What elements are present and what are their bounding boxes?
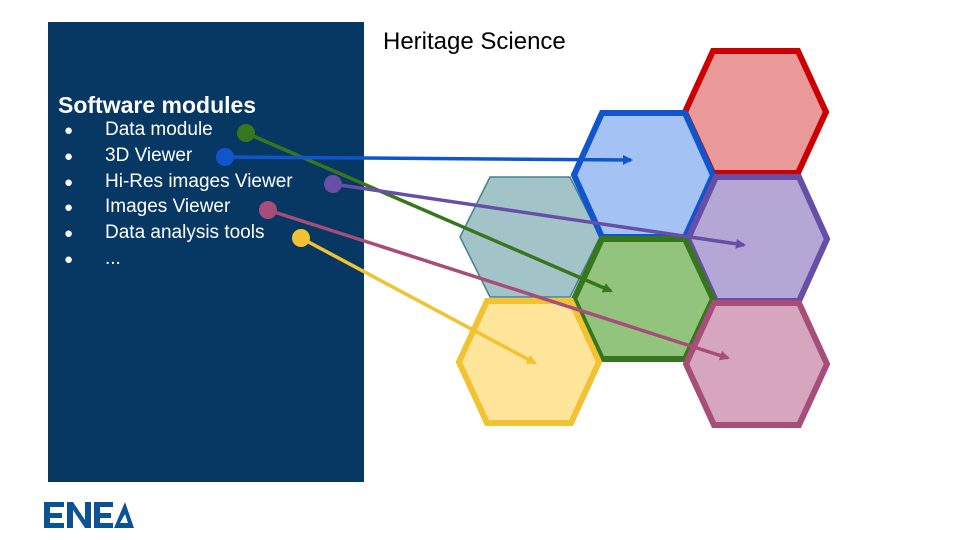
list-item-more: ●... [64,247,121,271]
connector-dot-3d-viewer [216,148,234,166]
connector-dot-data-analysis [292,229,310,247]
enea-logo [44,502,134,528]
connector-hires-viewer [332,182,746,249]
list-item-data-module: ● Data module [64,118,213,142]
list-item-hires-viewer: ● Hi-Res images Viewer [64,170,293,194]
bullet-icon: ● [64,122,74,139]
list-item-label: Images Viewer [105,196,231,217]
hexagon-yellow [455,298,603,426]
list-item-images-viewer: ● Images Viewer [64,195,230,219]
bullet-icon: ● [64,251,74,268]
connector-images-viewer [267,208,730,361]
list-item-label: Data module [105,119,213,140]
list-item-label: ... [105,248,121,269]
panel-heading: Software modules [58,92,257,118]
list-item-label: Hi-Res images Viewer [105,171,293,192]
connector-dot-data-module [237,124,255,142]
connector-dot-images-viewer [259,201,277,219]
connector-data-analysis [300,236,537,365]
bullet-icon: ● [64,225,74,242]
page-title: Heritage Science [383,28,566,55]
bullet-icon: ● [64,174,74,191]
connector-3d-viewer [224,154,633,165]
hexagon-blue [570,110,717,240]
list-item-3d-viewer: ● 3D Viewer [64,144,192,168]
hexagon-pink [682,300,831,428]
hexagon-green [570,236,717,362]
bullet-icon: ● [64,199,74,216]
list-item-label: 3D Viewer [105,145,193,166]
modules-panel [48,22,364,482]
bullet-icon: ● [64,148,74,165]
list-item-data-analysis: ● Data analysis tools [64,221,264,245]
list-item-label: Data analysis tools [105,222,265,243]
connector-dot-hires-viewer [324,175,342,193]
